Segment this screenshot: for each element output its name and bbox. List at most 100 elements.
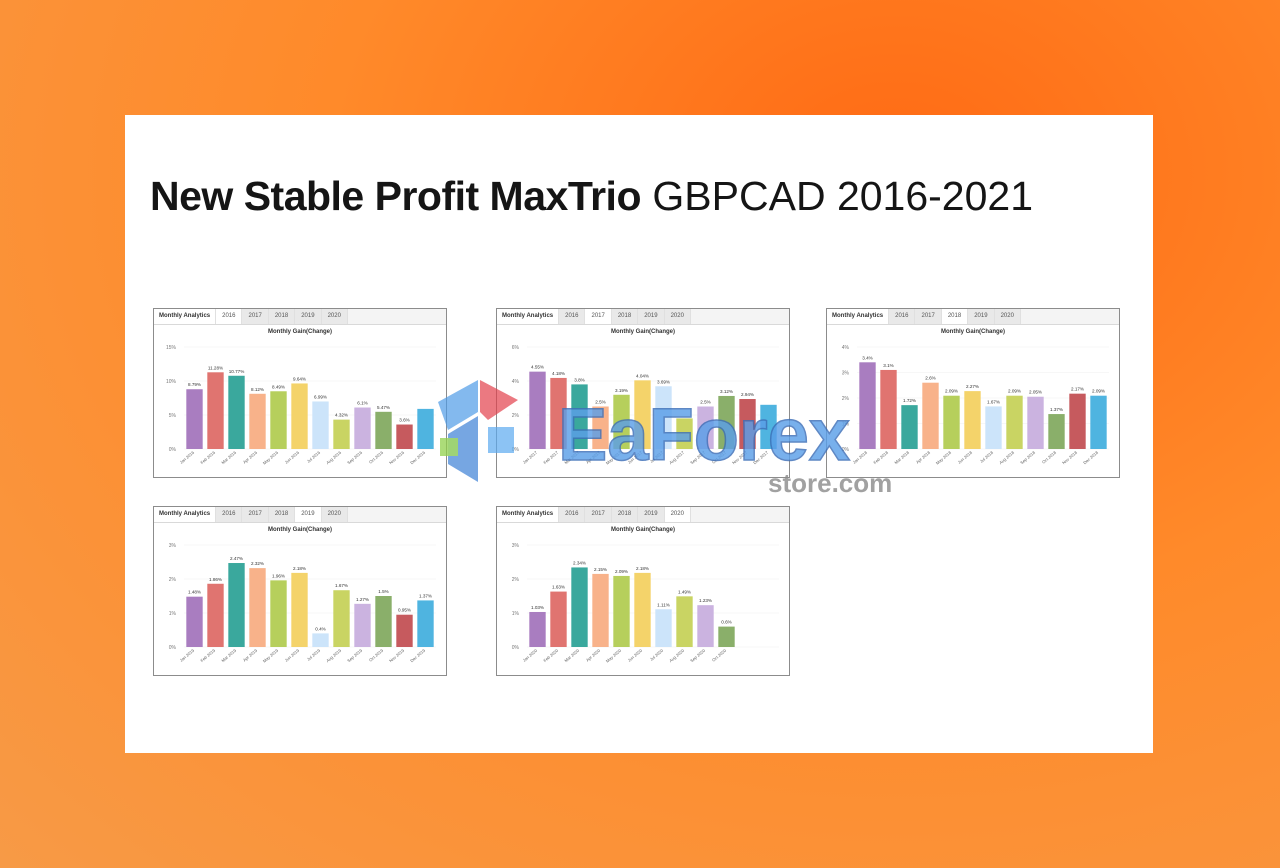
bar-jan-2017[interactable]	[529, 371, 546, 449]
bar-jul-2017[interactable]	[655, 386, 672, 449]
bar-dec-2016[interactable]	[417, 408, 434, 449]
bar-jan-2016[interactable]	[186, 389, 203, 449]
bar-jan-2020[interactable]	[529, 611, 546, 647]
tab-2018[interactable]: 2018	[941, 309, 969, 324]
x-tick-label: Apr 2018	[915, 450, 932, 465]
tab-2016[interactable]: 2016	[216, 309, 243, 324]
tab-2017[interactable]: 2017	[242, 309, 269, 324]
tab-2020[interactable]: 2020	[321, 309, 348, 324]
tab-2017[interactable]: 2017	[915, 309, 942, 324]
bar-feb-2019[interactable]	[207, 583, 224, 647]
data-label: 3.19%	[615, 388, 628, 393]
bar-apr-2017[interactable]	[592, 406, 609, 450]
data-label: 1.67%	[335, 583, 348, 588]
bar-oct-2018[interactable]	[1048, 414, 1065, 449]
bar-mar-2019[interactable]	[228, 563, 245, 647]
data-label: 2.05%	[1029, 390, 1042, 395]
x-tick-label: Apr 2016	[242, 450, 259, 465]
bar-oct-2016[interactable]	[375, 411, 392, 449]
bar-feb-2016[interactable]	[207, 372, 224, 449]
bar-may-2019[interactable]	[270, 580, 287, 647]
x-tick-label: Nov 2017	[731, 450, 748, 466]
tab-2016[interactable]: 2016	[559, 507, 586, 522]
y-tick-label: 15%	[166, 345, 177, 351]
x-tick-label: Jul 2017	[649, 450, 665, 464]
bar-nov-2016[interactable]	[396, 424, 413, 449]
tab-2017[interactable]: 2017	[585, 309, 612, 324]
tab-2020[interactable]: 2020	[994, 309, 1021, 324]
tab-2017[interactable]: 2017	[585, 507, 612, 522]
x-tick-label: Aug 2020	[668, 648, 685, 664]
tab-2020[interactable]: 2020	[664, 507, 691, 522]
tab-2018[interactable]: 2018	[268, 309, 296, 324]
bar-may-2018[interactable]	[943, 395, 960, 449]
bar-jun-2018[interactable]	[964, 391, 981, 449]
bar-dec-2019[interactable]	[417, 600, 434, 647]
bar-feb-2020[interactable]	[550, 591, 567, 647]
bar-sep-2020[interactable]	[697, 605, 714, 647]
bar-jun-2016[interactable]	[291, 383, 308, 449]
bar-jul-2016[interactable]	[312, 401, 329, 449]
bar-feb-2018[interactable]	[880, 369, 897, 449]
bar-chart: 0% 1% 2% 3% 1.03% Jan 2020 1.63% Feb 2020 2.34% M…	[512, 543, 779, 664]
bar-mar-2020[interactable]	[571, 567, 588, 647]
bar-jul-2020[interactable]	[655, 609, 672, 647]
panel-tabs: Monthly Analytics 2016 2017 2018 2019 2020	[154, 309, 446, 325]
bar-may-2016[interactable]	[270, 391, 287, 449]
bar-dec-2018[interactable]	[1090, 395, 1107, 449]
bar-oct-2019[interactable]	[375, 596, 392, 647]
bar-may-2020[interactable]	[613, 575, 630, 647]
tab-2016[interactable]: 2016	[216, 507, 243, 522]
bar-mar-2016[interactable]	[228, 375, 245, 449]
bar-nov-2018[interactable]	[1069, 393, 1086, 449]
bar-jan-2019[interactable]	[186, 596, 203, 647]
data-label: 4.18%	[552, 371, 565, 376]
x-tick-label: Jul 2019	[306, 648, 322, 662]
bar-sep-2016[interactable]	[354, 407, 371, 449]
bar-apr-2019[interactable]	[249, 568, 266, 647]
bar-jul-2019[interactable]	[312, 633, 329, 647]
tab-2019[interactable]: 2019	[638, 507, 665, 522]
bar-dec-2017[interactable]	[760, 404, 777, 449]
bar-feb-2017[interactable]	[550, 377, 567, 449]
bar-sep-2019[interactable]	[354, 603, 371, 647]
tab-2017[interactable]: 2017	[242, 507, 269, 522]
bar-nov-2019[interactable]	[396, 614, 413, 647]
bar-mar-2017[interactable]	[571, 384, 588, 449]
bar-jul-2018[interactable]	[985, 406, 1002, 449]
tab-2019[interactable]: 2019	[295, 309, 322, 324]
tab-2016[interactable]: 2016	[559, 309, 586, 324]
tab-2020[interactable]: 2020	[321, 507, 348, 522]
bar-aug-2016[interactable]	[333, 419, 350, 449]
tab-2019[interactable]: 2019	[295, 507, 322, 522]
bar-jun-2019[interactable]	[291, 572, 308, 647]
bar-apr-2018[interactable]	[922, 382, 939, 449]
bar-aug-2017[interactable]	[676, 418, 693, 449]
bar-sep-2017[interactable]	[697, 406, 714, 450]
data-label: 1.86%	[209, 577, 222, 582]
bar-may-2017[interactable]	[613, 394, 630, 449]
bar-jun-2020[interactable]	[634, 572, 651, 647]
bar-oct-2020[interactable]	[718, 626, 735, 647]
bar-apr-2016[interactable]	[249, 393, 266, 449]
tab-2019[interactable]: 2019	[968, 309, 995, 324]
tab-2018[interactable]: 2018	[611, 507, 639, 522]
bar-aug-2018[interactable]	[1006, 395, 1023, 449]
bar-jan-2018[interactable]	[859, 362, 876, 449]
chart-title: Monthly Gain(Change)	[611, 527, 675, 533]
tab-2018[interactable]: 2018	[611, 309, 639, 324]
tab-2020[interactable]: 2020	[664, 309, 691, 324]
bar-mar-2018[interactable]	[901, 405, 918, 449]
data-label: 4.04%	[636, 373, 649, 378]
bar-jun-2017[interactable]	[634, 380, 651, 449]
y-tick-label: 2%	[512, 577, 520, 583]
bar-oct-2017[interactable]	[718, 395, 735, 449]
tab-2019[interactable]: 2019	[638, 309, 665, 324]
tab-2018[interactable]: 2018	[268, 507, 296, 522]
bar-nov-2017[interactable]	[739, 399, 756, 449]
bar-aug-2020[interactable]	[676, 596, 693, 647]
bar-apr-2020[interactable]	[592, 573, 609, 647]
bar-aug-2019[interactable]	[333, 590, 350, 647]
tab-2016[interactable]: 2016	[889, 309, 916, 324]
bar-sep-2018[interactable]	[1027, 396, 1044, 449]
